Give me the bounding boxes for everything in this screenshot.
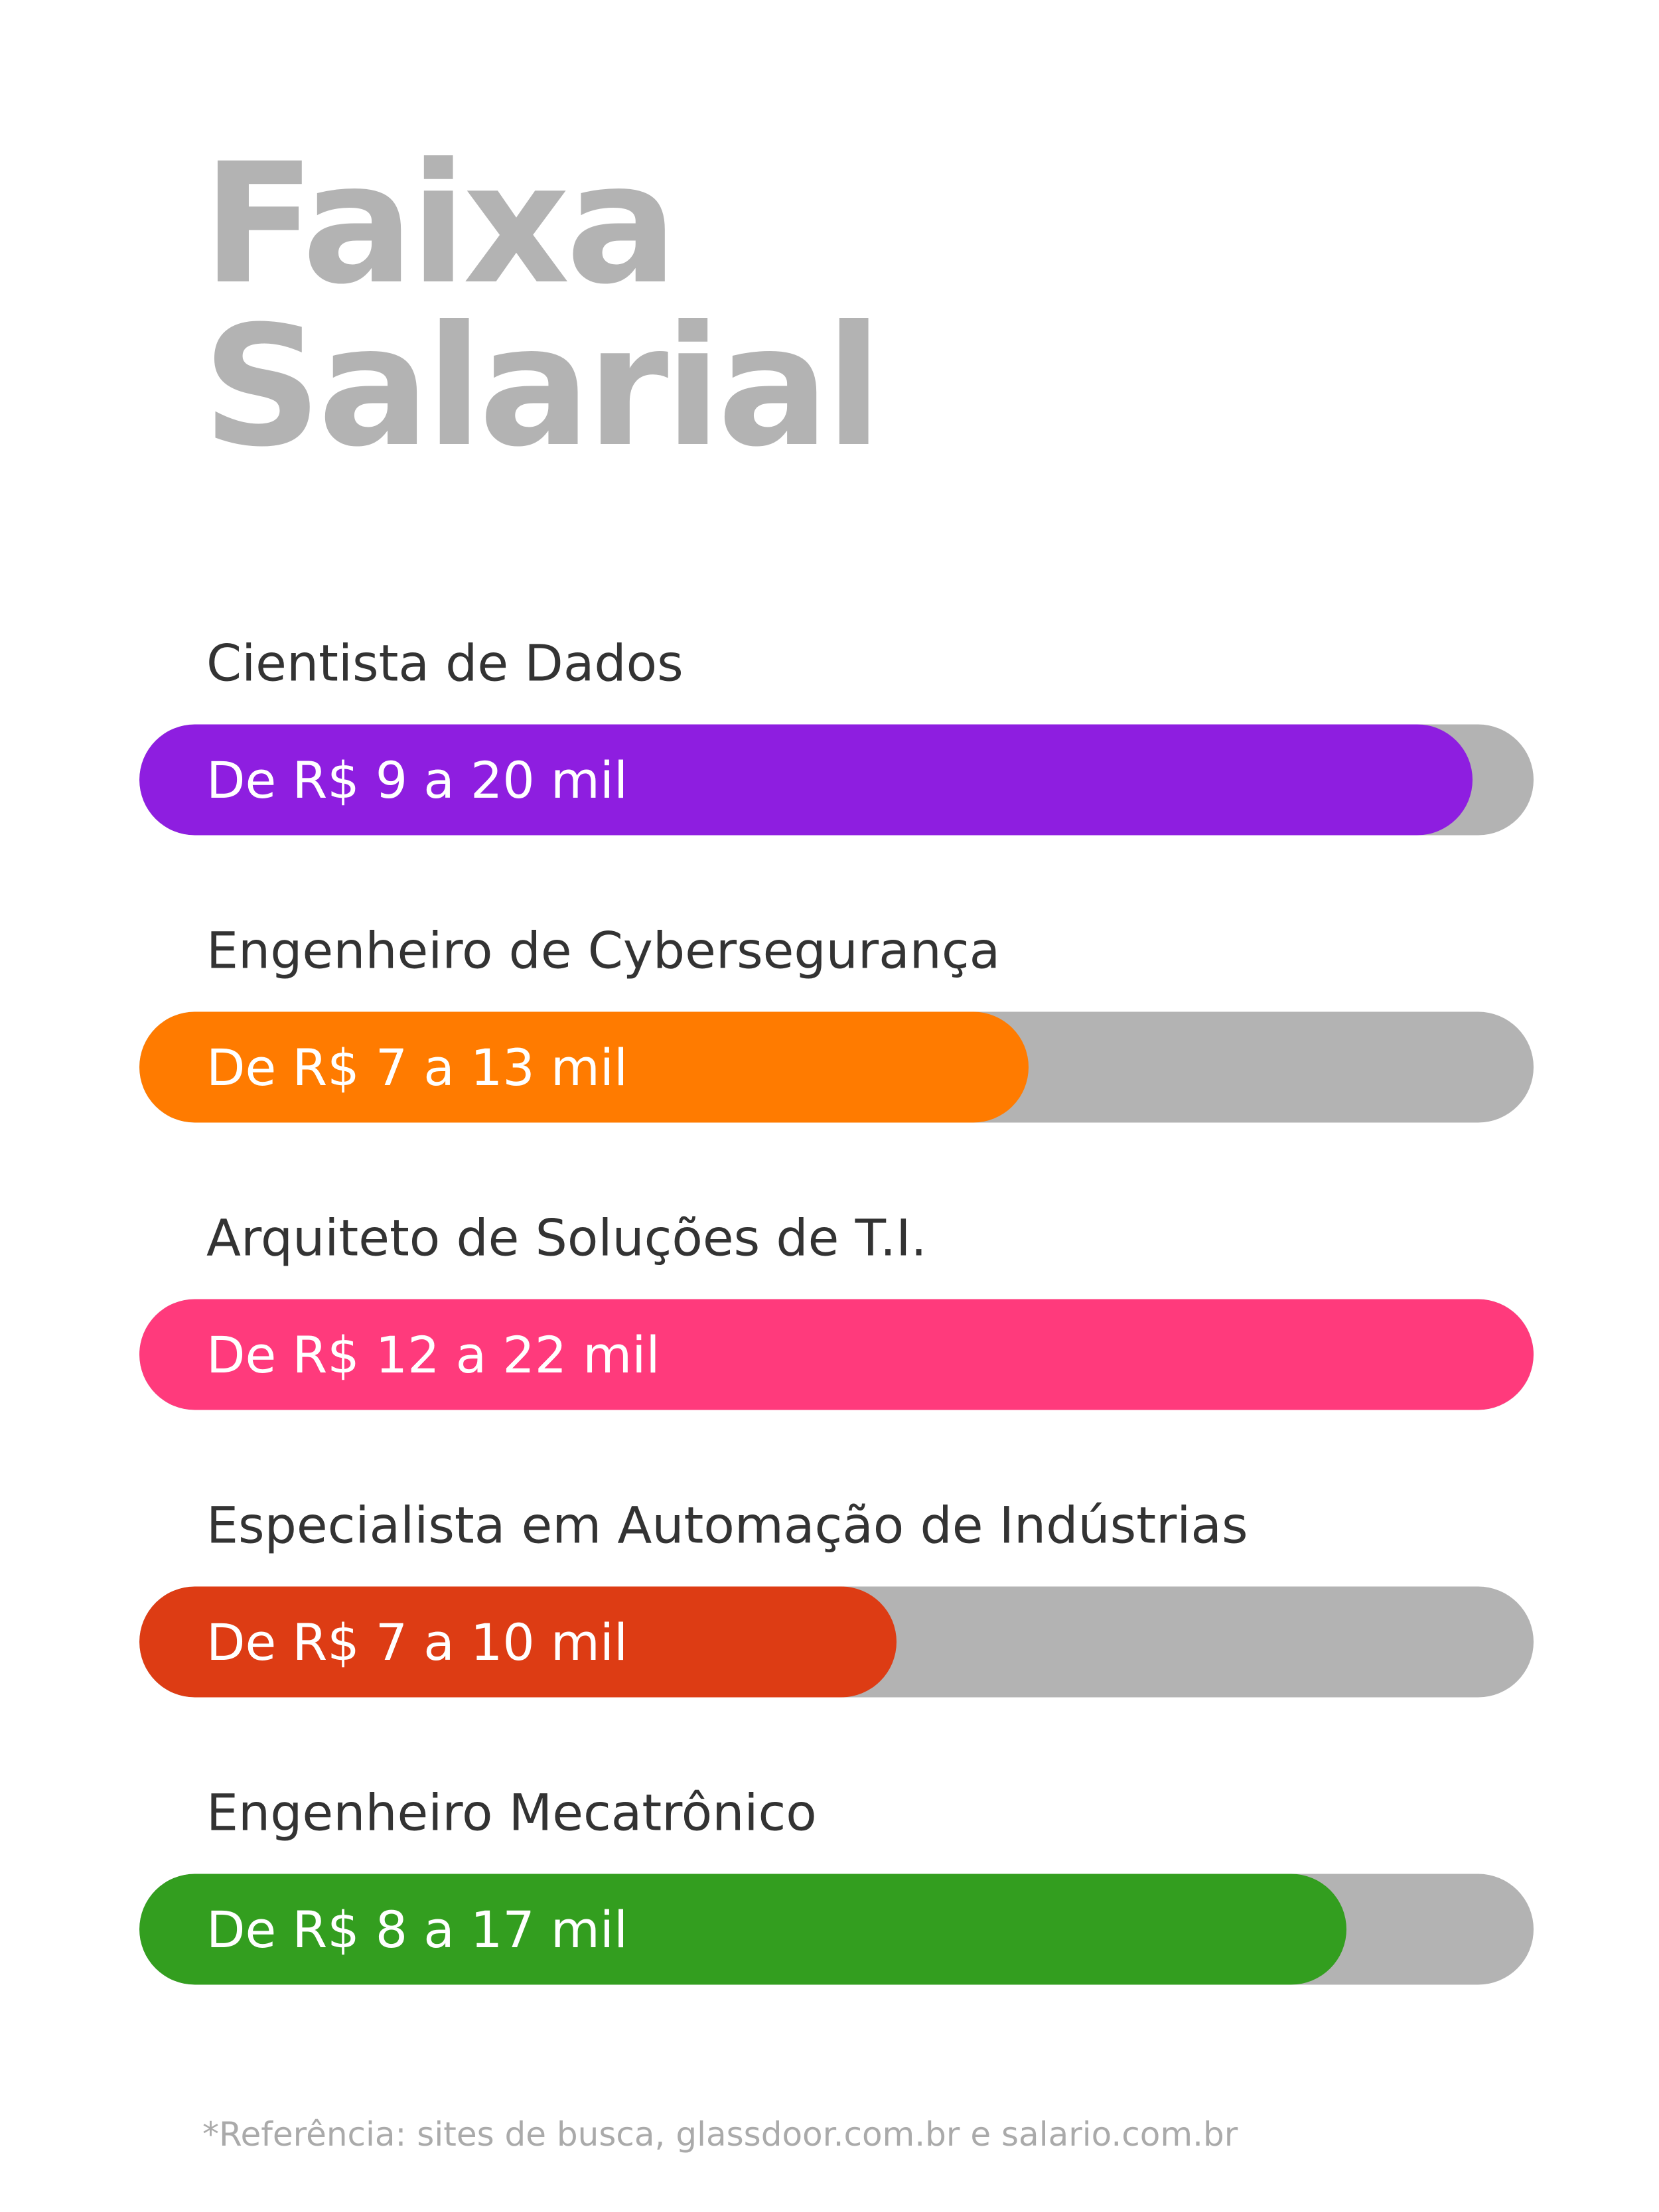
bar bbox=[139, 724, 1473, 836]
bar-track: De R$ 7 a 10 mil bbox=[139, 1586, 1534, 1698]
bar-label: De R$ 7 a 13 mil bbox=[206, 1037, 628, 1097]
category-label: Arquiteto de Soluções de T.I. bbox=[206, 1208, 927, 1268]
bar-label: De R$ 12 a 22 mil bbox=[206, 1325, 660, 1384]
category-label: Especialista em Automação de Indústrias bbox=[206, 1495, 1248, 1555]
category-label: Cientista de Dados bbox=[206, 633, 684, 693]
footnote: *Referência: sites de busca, glassdoor.c… bbox=[202, 2115, 1238, 2154]
category-label: Engenheiro Mecatrônico bbox=[206, 1783, 817, 1842]
bar-label: De R$ 7 a 10 mil bbox=[206, 1612, 628, 1672]
bar-track: De R$ 12 a 22 mil bbox=[139, 1299, 1534, 1410]
bar bbox=[139, 1011, 1029, 1123]
bar bbox=[139, 1299, 1534, 1410]
bar bbox=[139, 1874, 1347, 1985]
bar bbox=[139, 1586, 897, 1698]
title: Faixa Salarial bbox=[202, 127, 883, 483]
bar-label: De R$ 8 a 17 mil bbox=[206, 1899, 628, 1959]
bar-track: De R$ 7 a 13 mil bbox=[139, 1011, 1534, 1123]
bar-track: De R$ 8 a 17 mil bbox=[139, 1874, 1534, 1985]
category-label: Engenheiro de Cybersegurança bbox=[206, 921, 1001, 980]
bar-track: De R$ 9 a 20 mil bbox=[139, 724, 1534, 836]
bar-label: De R$ 9 a 20 mil bbox=[206, 750, 628, 810]
